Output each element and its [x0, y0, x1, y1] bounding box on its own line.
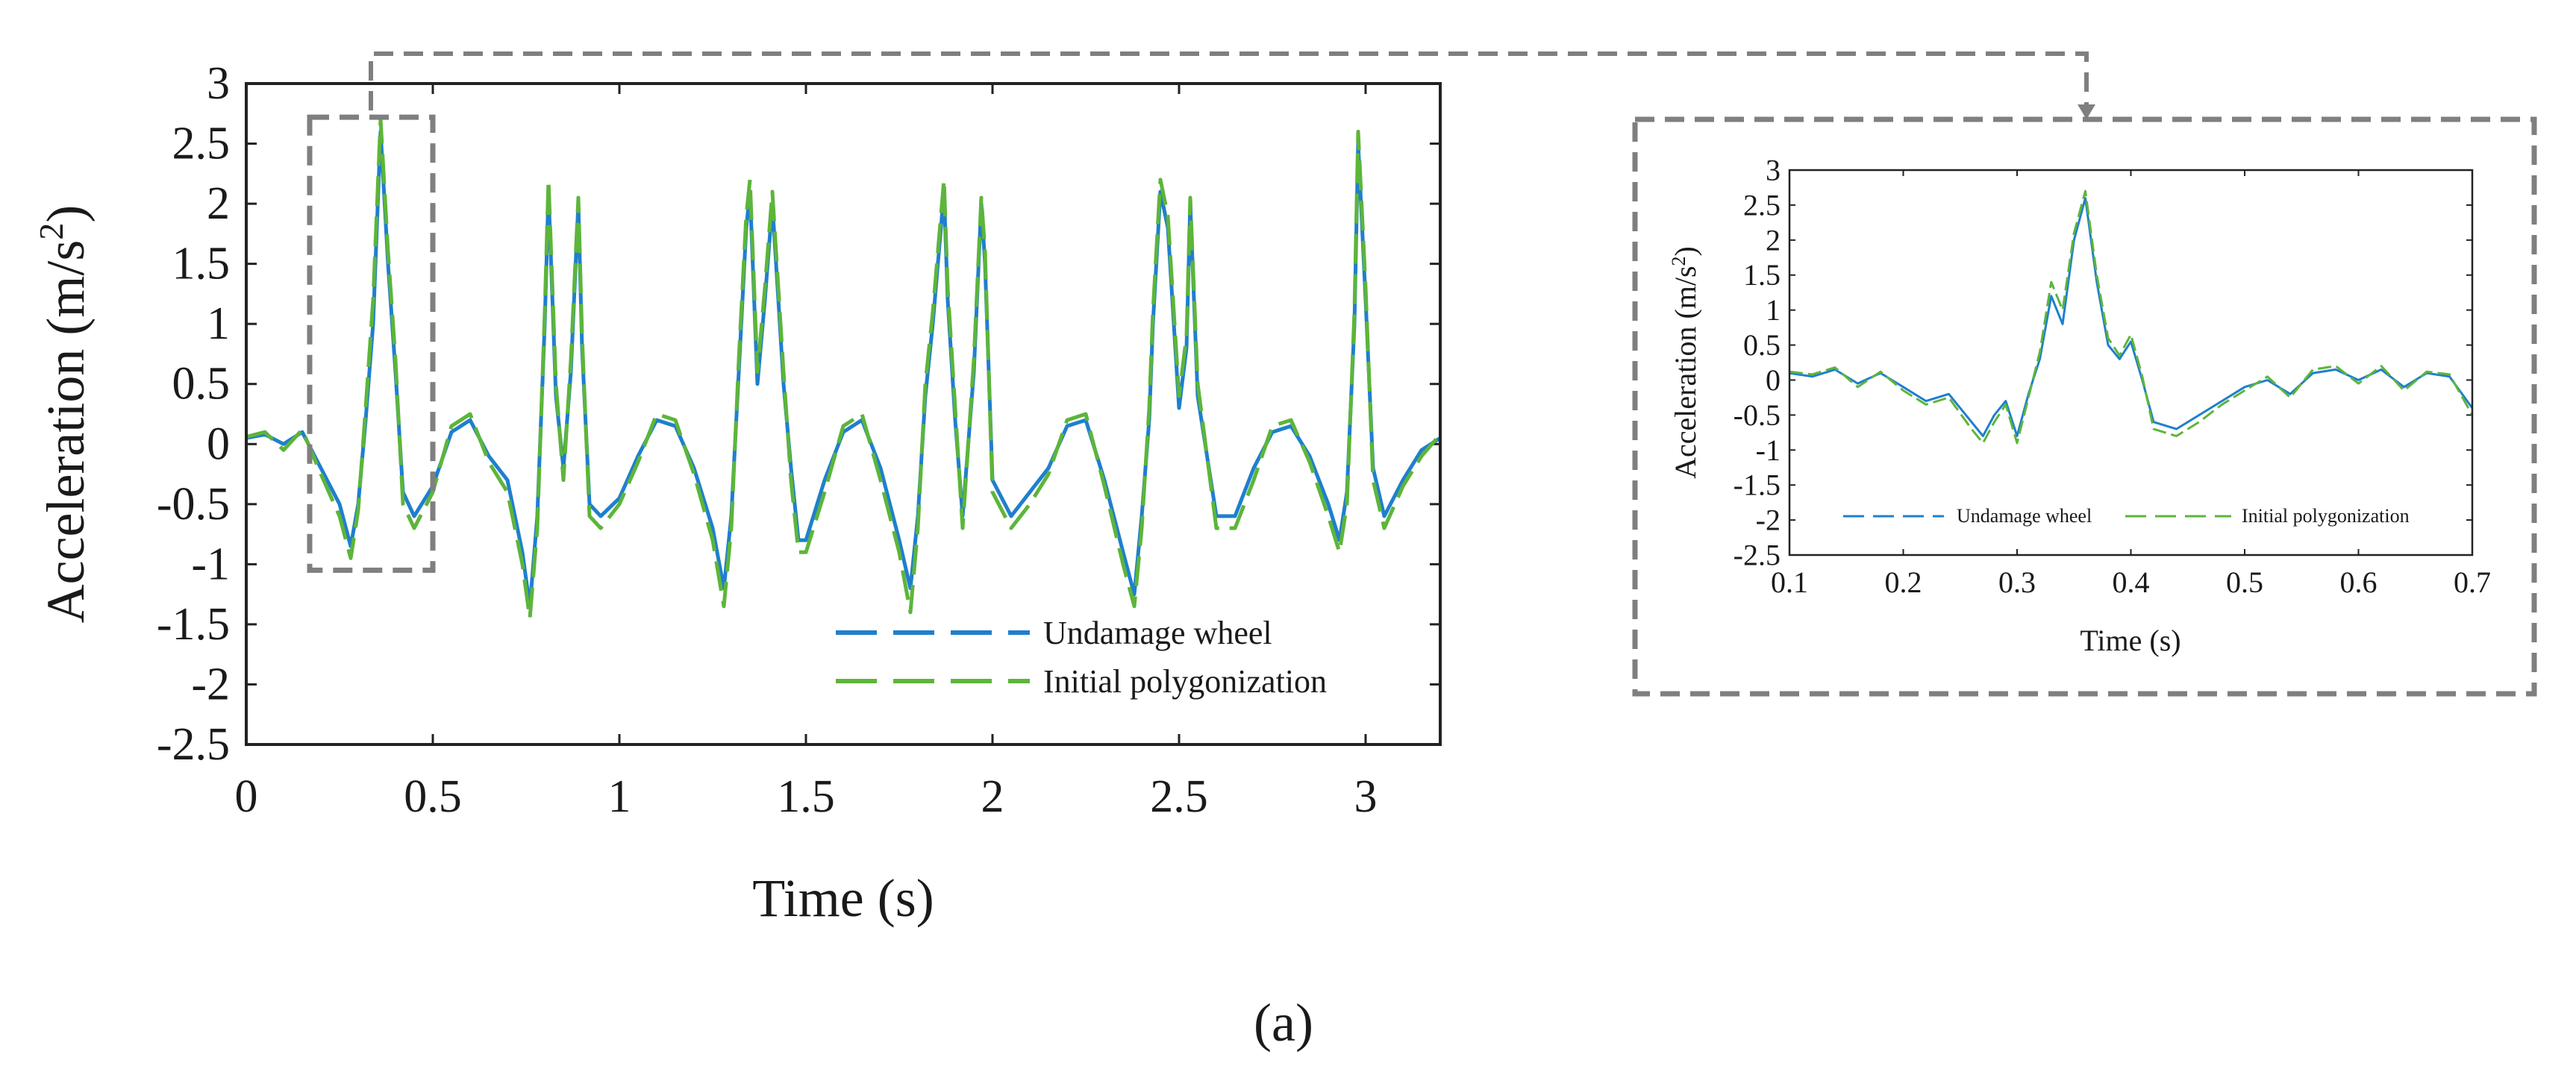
y-tick-label: 0	[1766, 363, 1781, 397]
y-tick-label: -2	[191, 659, 230, 709]
x-tick-label: 0.5	[2226, 565, 2263, 599]
main-ticks: 0 0.5 1 1.5 2 2.5 3 -2.5 -2 -1.5 -1 -0.5 0 0.5 1 1.5 2 2.…	[157, 58, 1440, 822]
y-tick-label: -0.5	[1734, 398, 1781, 432]
series-line-polygonization	[1789, 189, 2474, 445]
y-tick-label: 1.5	[172, 239, 231, 289]
zoom-legend-label-undamaged: Undamage wheel	[1957, 505, 2092, 527]
x-tick-label: 0.2	[1885, 565, 1922, 599]
x-tick-label: 3	[1354, 771, 1378, 822]
x-tick-label: 2	[981, 771, 1004, 822]
y-tick-label: -1	[191, 539, 230, 589]
main-chart: 0 0.5 1 1.5 2 2.5 3 -2.5 -2 -1.5 -1 -0.5 0 0.5 1 1.5 2 2.…	[32, 58, 1442, 928]
x-tick-label: 0	[235, 771, 258, 822]
x-tick-label: 0.6	[2340, 565, 2378, 599]
y-tick-label: -0.5	[157, 479, 230, 530]
main-y-axis-label: Acceleration (m/s2)	[32, 205, 96, 624]
series-line-polygonization	[246, 117, 1442, 621]
x-tick-label: 2.5	[1150, 771, 1208, 822]
main-legend: Undamage wheel Initial polygonization	[836, 615, 1327, 700]
y-tick-label: 2	[207, 178, 230, 229]
y-tick-label: 2.5	[172, 119, 231, 169]
y-tick-label: 2.5	[1743, 188, 1781, 222]
x-tick-label: 0.4	[2113, 565, 2150, 599]
y-tick-label: 0.5	[1743, 328, 1781, 362]
zoom-legend-label-polygonization: Initial polygonization	[2242, 505, 2410, 527]
x-tick-label: 1	[608, 771, 631, 822]
x-tick-label: 0.5	[404, 771, 462, 822]
y-tick-label: -2	[1756, 504, 1781, 537]
series-line-undamaged	[246, 129, 1442, 609]
x-tick-label: 1.5	[777, 771, 835, 822]
zoom-panel: 0.1 0.2 0.3 0.4 0.5 0.6 0.7-2.5-2-1.5-1-0.500.…	[1632, 116, 2537, 697]
legend-label-polygonization: Initial polygonization	[1043, 663, 1327, 700]
zoom-x-axis-label: Time (s)	[2080, 624, 2180, 657]
y-tick-label: -1	[1756, 433, 1781, 467]
y-tick-label: 1	[207, 298, 230, 349]
y-tick-label: 1.5	[1743, 258, 1781, 292]
y-tick-label: -1.5	[1734, 468, 1781, 502]
series-line-undamaged	[1789, 197, 2474, 437]
y-tick-label: -2.5	[157, 719, 230, 770]
y-tick-label: 3	[207, 58, 230, 109]
y-tick-label: 3	[1766, 154, 1781, 187]
main-series-group	[246, 117, 1442, 621]
zoom-region-box	[307, 114, 436, 573]
x-tick-label: 0.1	[1771, 565, 1808, 599]
figure-caption: (a)	[1254, 993, 1313, 1053]
y-tick-label: 0.5	[172, 359, 231, 410]
y-tick-label: -1.5	[157, 599, 230, 650]
main-x-axis-label: Time (s)	[752, 868, 934, 928]
zoom-plot-frame	[1788, 169, 2474, 557]
zoom-connector-arrow	[369, 51, 2095, 119]
legend-label-undamaged: Undamage wheel	[1043, 615, 1272, 651]
y-tick-label: -2.5	[1734, 539, 1781, 572]
y-tick-label: 1	[1766, 293, 1781, 327]
y-tick-label: 0	[207, 418, 230, 469]
x-tick-label: 0.7	[2454, 565, 2491, 599]
x-tick-label: 0.3	[1998, 565, 2036, 599]
zoom-legend: Undamage wheel Initial polygonization	[1843, 505, 2410, 527]
zoom-panel-frame	[1632, 116, 2537, 697]
main-plot-frame	[245, 82, 1442, 746]
zoom-series-group	[1789, 189, 2474, 445]
zoom-ticks: 0.1 0.2 0.3 0.4 0.5 0.6 0.7-2.5-2-1.5-1-0.500.…	[1734, 154, 2491, 600]
zoom-y-axis-label: Acceleration (m/s2)	[1668, 246, 1702, 479]
y-tick-label: 2	[1766, 223, 1781, 257]
